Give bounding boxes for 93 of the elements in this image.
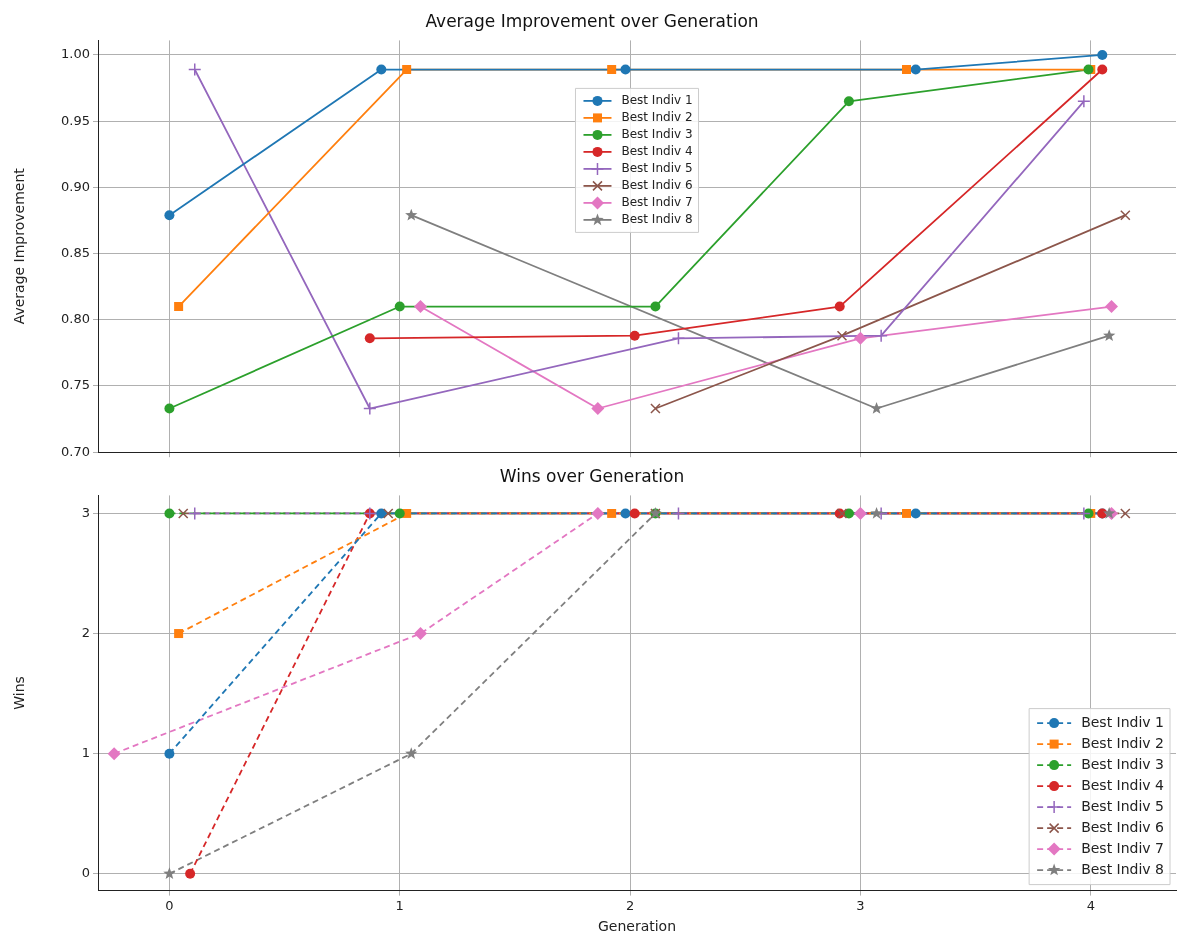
point: [164, 748, 175, 759]
point: [363, 401, 377, 416]
point: [187, 506, 202, 521]
legend-label: Best Indiv 6: [1081, 818, 1165, 835]
y-tick-label: 1.00: [61, 46, 90, 62]
y-axis-title: Average Improvement: [11, 167, 28, 325]
y-tick-label: 0.80: [61, 311, 90, 327]
legend-label: Best Indiv 1: [1081, 713, 1164, 730]
legend-label: Best Indiv 3: [1081, 755, 1164, 772]
y-tick-label: 0.70: [61, 443, 90, 459]
point: [1077, 506, 1091, 521]
point: [107, 747, 121, 761]
point: [910, 508, 921, 519]
y-tick-label: 0: [81, 865, 90, 881]
point: [591, 402, 605, 415]
point: [874, 328, 888, 343]
point: [1120, 209, 1131, 221]
point: [413, 627, 427, 641]
point: [607, 508, 617, 518]
point: [671, 506, 686, 521]
point: [843, 508, 854, 519]
legend-label: Best Indiv 2: [621, 110, 693, 125]
point: [376, 64, 387, 75]
y-tick-label: 3: [81, 504, 90, 520]
point: [902, 65, 911, 75]
point: [620, 508, 631, 519]
x-tick-label: 0: [165, 897, 174, 913]
x-tick-label: 4: [1086, 897, 1095, 913]
point: [185, 868, 196, 879]
x-tick-label: 2: [625, 897, 635, 913]
point: [402, 65, 412, 75]
point: [177, 508, 189, 519]
point: [413, 300, 427, 314]
y-axis-title: Wins: [11, 676, 28, 710]
point: [650, 301, 661, 312]
legend-label: Best Indiv 3: [621, 127, 693, 142]
x-axis-title: Generation: [597, 918, 677, 935]
point: [163, 867, 176, 880]
chart-title: Average Improvement over Generation: [425, 10, 759, 31]
chart-title: Wins over Generation: [499, 465, 685, 486]
legend-label: Best Indiv 7: [621, 195, 693, 210]
point: [187, 62, 202, 77]
legend-label: Best Indiv 4: [1081, 776, 1165, 793]
point: [671, 331, 686, 346]
legend-label: Best Indiv 1: [621, 93, 693, 108]
point: [870, 402, 883, 414]
y-tick-label: 0.90: [61, 178, 90, 194]
point: [164, 403, 175, 414]
point: [607, 65, 617, 75]
point: [834, 301, 845, 312]
point: [1120, 508, 1131, 519]
point: [1097, 49, 1108, 60]
legend-label: Best Indiv 2: [1081, 734, 1164, 751]
y-tick-label: 1: [81, 745, 90, 761]
point: [364, 333, 375, 344]
point: [164, 210, 175, 221]
point: [620, 64, 631, 75]
legend-label: Best Indiv 5: [1081, 797, 1164, 814]
point: [870, 506, 883, 519]
point: [1105, 300, 1118, 314]
point: [629, 330, 640, 341]
legend-label: Best Indiv 8: [621, 212, 693, 227]
y-tick-label: 0.95: [61, 112, 90, 128]
point: [902, 508, 911, 518]
point: [1077, 94, 1091, 109]
x-tick-label: 3: [856, 897, 865, 913]
y-tick-label: 0.75: [61, 377, 90, 393]
legend-label: Best Indiv 4: [621, 144, 693, 159]
point: [843, 96, 854, 107]
y-tick-label: 0.85: [61, 244, 90, 260]
point: [910, 64, 921, 75]
point: [1097, 64, 1108, 75]
legend-label: Best Indiv 7: [1081, 839, 1164, 856]
point: [629, 508, 640, 519]
point: [164, 508, 175, 519]
point: [1103, 329, 1116, 341]
point: [405, 747, 418, 759]
point: [853, 331, 867, 345]
point: [394, 508, 405, 519]
point: [836, 330, 848, 341]
point: [650, 403, 661, 414]
legend-label: Best Indiv 5: [621, 161, 693, 176]
point: [174, 302, 184, 312]
point: [405, 208, 418, 221]
legend-label: Best Indiv 6: [621, 178, 693, 193]
legend-label: Best Indiv 8: [1081, 860, 1164, 877]
point: [174, 629, 184, 639]
point: [382, 508, 394, 519]
y-tick-label: 2: [81, 624, 90, 640]
x-tick-label: 1: [395, 897, 404, 913]
point: [853, 506, 867, 520]
point: [394, 301, 405, 312]
point: [591, 506, 605, 520]
